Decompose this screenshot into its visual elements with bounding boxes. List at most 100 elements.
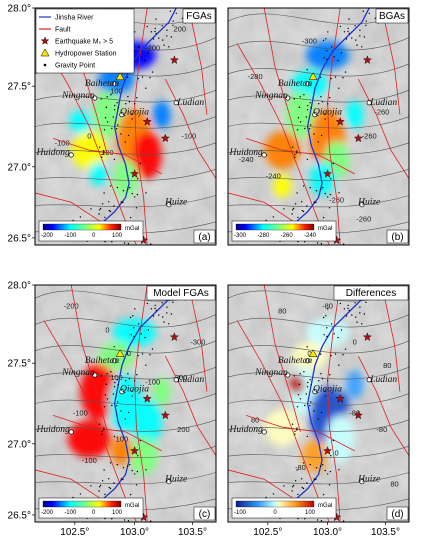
gravity-point	[117, 384, 120, 386]
gravity-point	[125, 380, 127, 382]
gravity-point	[90, 208, 92, 210]
gravity-point	[297, 493, 299, 496]
place-marker-ludian	[173, 100, 179, 106]
gravity-point	[304, 127, 306, 130]
gravity-point	[127, 188, 129, 190]
gravity-point	[172, 20, 174, 22]
contour-line	[228, 419, 409, 432]
gravity-point	[79, 216, 82, 218]
gravity-point	[137, 455, 139, 457]
gravity-point	[356, 44, 358, 46]
anomaly-blob	[111, 436, 133, 466]
gravity-point	[316, 242, 319, 244]
gravity-point	[325, 315, 327, 317]
gravity-point	[328, 207, 331, 209]
gravity-point	[111, 404, 113, 407]
gravity-point	[125, 103, 127, 105]
gravity-point	[302, 185, 305, 187]
place-ningnan: Ningnan	[61, 91, 95, 101]
place-marker-baihetan	[305, 81, 311, 87]
anomaly-blob	[129, 436, 159, 475]
earthquake-star	[130, 446, 140, 455]
gravity-point	[131, 113, 133, 116]
place-marker-ludian	[366, 100, 372, 106]
gravity-point	[105, 106, 107, 109]
fault-line	[52, 138, 162, 175]
place-marker-ningnan	[285, 95, 291, 101]
lon-tick-label: 103.0°	[313, 527, 342, 538]
contour-label: -100	[181, 131, 196, 140]
gravity-point	[313, 478, 315, 480]
gravity-point	[340, 329, 343, 331]
colorbar-tick: -200	[41, 233, 54, 239]
contour-label: -80	[322, 302, 333, 311]
gravity-point	[127, 373, 129, 375]
gravity-point	[392, 277, 393, 278]
contour-label: -260	[356, 214, 371, 223]
gravity-point	[299, 373, 301, 375]
gravity-point	[355, 316, 357, 318]
gravity-point	[149, 354, 151, 356]
contour-label: 100	[116, 434, 129, 443]
legend-label: Earthquake Mₛ > 5	[55, 39, 113, 46]
place-huize: Huize	[357, 475, 380, 485]
gravity-point	[116, 128, 118, 130]
hydropower-triangle	[115, 72, 125, 80]
gravity-point	[320, 134, 323, 137]
contour-label: 200	[177, 425, 190, 434]
place-marker-huize	[359, 479, 365, 485]
gravity-point	[302, 210, 305, 213]
gravity-point	[149, 520, 152, 522]
gravity-point	[134, 473, 136, 475]
gravity-point	[150, 308, 153, 310]
gravity-point	[151, 281, 152, 282]
gravity-point	[128, 378, 131, 380]
gravity-point	[319, 353, 322, 355]
gravity-point	[301, 478, 303, 480]
lat-tick-label: 27.0°	[8, 439, 31, 450]
place-huize: Huize	[164, 198, 187, 208]
colorbar-unit: mGal	[318, 226, 332, 232]
gravity-point	[127, 134, 130, 137]
earthquake-star	[142, 394, 152, 403]
fault-line	[188, 285, 208, 392]
gravity-point	[90, 485, 92, 487]
gravity-point	[325, 38, 327, 40]
panel-letter: (a)	[198, 232, 210, 243]
place-marker-qiaojia	[119, 112, 125, 118]
gravity-point	[345, 315, 348, 317]
fault-line	[164, 355, 216, 456]
contour-label: -100	[55, 138, 70, 147]
contour-label: -80	[376, 425, 387, 434]
gravity-point	[121, 246, 122, 247]
gravity-point	[342, 243, 345, 245]
place-baihetan: Baihetan	[85, 79, 120, 89]
gravity-point	[199, 0, 200, 1]
gravity-point	[170, 36, 173, 38]
gravity-point	[306, 435, 309, 438]
colorbar-unit: mGal	[125, 503, 139, 509]
gravity-point	[141, 353, 144, 355]
gravity-point	[110, 371, 112, 373]
gravity-point	[103, 150, 105, 152]
gravity-point	[309, 102, 311, 104]
place-ningnan: Ningnan	[254, 368, 288, 378]
colorbar-tick: -260	[281, 233, 294, 239]
gravity-point	[129, 316, 132, 319]
gravity-point	[106, 96, 108, 98]
gravity-point	[342, 77, 344, 79]
gravity-point	[291, 209, 294, 211]
place-marker-baihetan	[305, 358, 311, 364]
gravity-point	[296, 192, 298, 194]
place-qiaojia: Qiaojia	[120, 108, 149, 118]
gravity-point	[117, 107, 120, 109]
gravity-point	[326, 58, 328, 61]
gravity-point	[103, 192, 105, 194]
gravity-point	[304, 518, 306, 520]
place-ludian: Ludian	[176, 98, 204, 108]
contour-label: -100	[73, 408, 88, 417]
gravity-point	[169, 10, 171, 12]
gravity-point	[344, 71, 347, 73]
gravity-point	[145, 469, 147, 471]
gravity-point	[291, 423, 294, 425]
